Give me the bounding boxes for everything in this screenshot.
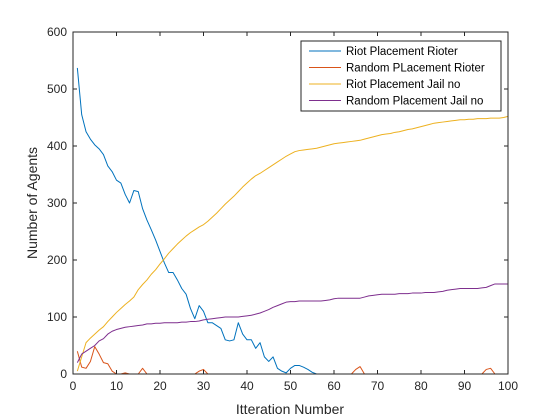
x-tick-label: 70 bbox=[371, 379, 385, 393]
legend-label-3: Riot Placement Jail no bbox=[346, 79, 460, 91]
y-tick-label: 200 bbox=[47, 253, 67, 267]
x-tick-label: 40 bbox=[240, 379, 254, 393]
y-tick-label: 0 bbox=[60, 367, 67, 381]
x-tick-label: 30 bbox=[197, 379, 211, 393]
y-tick-label: 400 bbox=[47, 139, 67, 153]
legend-label-1: Riot Placement Rioter bbox=[346, 46, 458, 58]
series-line-4 bbox=[76, 283, 508, 363]
x-tick-label: 0 bbox=[70, 379, 77, 393]
y-tick-label: 600 bbox=[47, 25, 67, 39]
legend-label-2: Random PLacement Rioter bbox=[346, 63, 485, 75]
x-axis-title: Itteration Number bbox=[236, 401, 344, 417]
y-axis-title: Number of Agents bbox=[24, 147, 40, 259]
x-tick-label: 90 bbox=[458, 379, 472, 393]
legend-box bbox=[300, 40, 502, 112]
y-tick-label: 500 bbox=[47, 82, 67, 96]
x-tick-label: 20 bbox=[153, 379, 167, 393]
y-tick-label: 300 bbox=[47, 196, 67, 210]
y-tick-label: 100 bbox=[47, 310, 67, 324]
x-tick-label: 100 bbox=[498, 379, 518, 393]
x-tick-label: 80 bbox=[414, 379, 428, 393]
tick-label-layer: 0 10 20 30 40 50 60 70 80 90 100 0 100 200 300 400 500 60… bbox=[47, 25, 518, 393]
legend: Riot Placement Rioter Random PLacement Ri… bbox=[300, 40, 502, 112]
x-tick-label: 50 bbox=[284, 379, 298, 393]
x-tick-label: 10 bbox=[110, 379, 124, 393]
x-tick-label: 60 bbox=[327, 379, 341, 393]
series-line-3 bbox=[76, 115, 509, 372]
legend-label-4: Random Placement Jail no bbox=[346, 96, 483, 108]
axes-layer bbox=[72, 31, 509, 375]
